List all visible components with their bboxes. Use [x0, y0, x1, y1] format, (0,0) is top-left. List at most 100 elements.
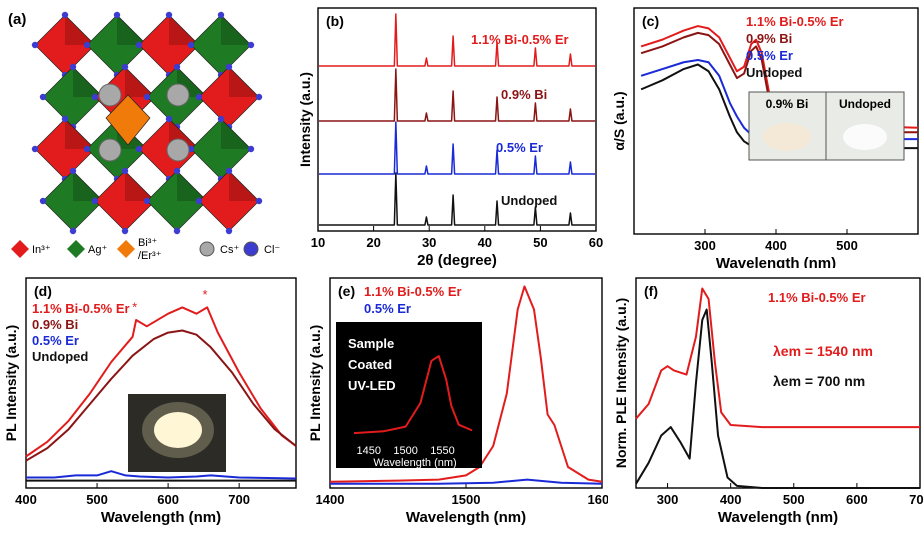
x-axis-label: Wavelength (nm)	[718, 509, 838, 526]
chloride-ion-5-3	[91, 93, 99, 101]
y-axis-label: Intensity (a.u.)	[297, 72, 313, 167]
inset-spectrum	[353, 355, 473, 435]
powder-doped	[763, 123, 811, 151]
cesium-ion-2	[98, 138, 122, 162]
chloride-ion-4-0	[69, 63, 77, 71]
x-tick-label-2: 500	[783, 492, 805, 507]
plot-frame	[25, 277, 297, 489]
nir-series-1	[330, 478, 603, 485]
chloride-ion-12-3	[39, 197, 47, 205]
x-tick-label-3: 600	[846, 492, 868, 507]
x-tick-label-2: 600	[157, 492, 179, 507]
x-tick-label-2: 1600	[588, 492, 608, 507]
series-label-2: 0.5% Er	[496, 140, 543, 155]
chloride-ion-11-1	[247, 145, 255, 153]
legend-swatch-4	[243, 241, 259, 257]
pl-nir-chart: 1400 1500 1600 Wavelength (nm) PL Intensity …	[307, 277, 616, 526]
inset-text-0: Sample	[348, 336, 394, 351]
legend-entry-1: 0.9% Bi	[32, 317, 78, 332]
legend-entry-0: 1.1% Bi-0.5% Er	[364, 284, 462, 299]
legend-entry-2: 0.5% Er	[746, 48, 793, 63]
x-axis-label: 2θ (degree)	[417, 252, 497, 268]
pl-series-2	[26, 470, 297, 480]
inset-text-2: UV-LED	[348, 378, 396, 393]
chloride-ion-0-3	[31, 41, 39, 49]
legend-label-2: Bi³⁺	[138, 237, 157, 249]
chloride-ion-14-3	[143, 197, 151, 205]
chloride-ion-3-1	[247, 41, 255, 49]
x-tick-label-5: 60	[589, 235, 603, 250]
crystal-structure: (a) In³⁺ Ag⁺ Bi³⁺/Er³⁺ Cs⁺ Cl⁻	[8, 11, 280, 262]
panel-a: (a) In³⁺ Ag⁺ Bi³⁺/Er³⁺ Cs⁺ Cl⁻	[0, 0, 300, 268]
panel-tag: (e)	[338, 283, 355, 299]
nir-series-0	[329, 285, 603, 483]
chloride-ion-14-2	[173, 227, 181, 235]
pl-series-0	[25, 306, 297, 458]
xrd-chart: 10 20 30 40 50 60 2θ (degree) Intensity (a.u.) (…	[297, 7, 603, 269]
inset-tick-1: 1500	[393, 445, 417, 457]
legend-swatch-1	[67, 240, 85, 258]
legend-entry-1: λem = 700 nm	[773, 373, 865, 389]
legend-label-3: Cs⁺	[220, 244, 239, 256]
chloride-ion-15-1	[255, 197, 263, 205]
chloride-ion-4-3	[39, 93, 47, 101]
pl-visible-chart: 400 500 600 700 Wavelength (nm) PL Intensity …	[3, 277, 297, 526]
chloride-ion-2-0	[165, 11, 173, 19]
x-tick-label-1: 1500	[452, 492, 481, 507]
x-axis-label: Wavelength (nm)	[101, 509, 221, 526]
chloride-ion-0-0	[61, 11, 69, 19]
legend-entry-3: Undoped	[32, 349, 88, 364]
chloride-ion-8-3	[31, 145, 39, 153]
chloride-ion-2-3	[135, 41, 143, 49]
chloride-ion-10-0	[165, 115, 173, 123]
octahedron-shade-12	[73, 171, 103, 201]
panel-tag: (d)	[34, 283, 52, 299]
xrd-series-3	[319, 172, 595, 226]
chloride-ion-13-0	[121, 167, 129, 175]
chloride-ion-5-0	[121, 63, 129, 71]
x-tick-label-4: 700	[909, 492, 924, 507]
chloride-ion-12-0	[69, 167, 77, 175]
chloride-ion-7-0	[225, 63, 233, 71]
x-axis-label: Wavelength (nm)	[406, 509, 526, 526]
x-tick-label-0: 10	[311, 235, 325, 250]
x-tick-label-3: 700	[228, 492, 250, 507]
cesium-ion-1	[166, 83, 190, 107]
x-tick-label-1: 400	[765, 238, 787, 253]
pl-series-1	[25, 329, 297, 462]
legend-entry-0: 1.1% Bi-0.5% Er	[32, 301, 130, 316]
inset-tick-0: 1450	[357, 445, 381, 457]
octahedron-shade-15	[229, 171, 259, 201]
octahedron-shade-1	[117, 15, 147, 45]
xrd-series-2	[319, 121, 595, 175]
legend-entry-1: 0.9% Bi	[746, 31, 792, 46]
panel-tag: (b)	[326, 13, 344, 29]
legend-label-0: In³⁺	[32, 244, 51, 256]
y-axis-label: α/S (a.u.)	[611, 91, 627, 150]
octahedron-shade-2	[169, 15, 199, 45]
ple-chart: 300 400 500 600 700 Wavelength (nm) Norm. PLE …	[613, 277, 924, 526]
x-tick-label-0: 300	[657, 492, 679, 507]
x-tick-label-0: 1400	[316, 492, 345, 507]
led-halo	[142, 402, 214, 458]
octahedron-shade-4	[73, 67, 103, 97]
cesium-ion-0	[98, 83, 122, 107]
legend-swatch-0	[11, 240, 29, 258]
y-axis-label: PL Intensity (a.u.)	[307, 325, 323, 441]
inset-tick-2: 1550	[430, 445, 454, 457]
chloride-ion-15-0	[225, 167, 233, 175]
series-label-0: 1.1% Bi-0.5% Er	[471, 32, 569, 47]
chloride-ion-1-0	[113, 11, 121, 19]
panel-e: 1400 1500 1600 Wavelength (nm) PL Intensity …	[300, 270, 616, 539]
panel-f: 300 400 500 600 700 Wavelength (nm) Norm. PLE …	[608, 270, 924, 539]
x-tick-label-0: 300	[694, 238, 716, 253]
chloride-ion-1-3	[83, 41, 91, 49]
legend-entry-0: λem = 1540 nm	[773, 343, 873, 359]
chloride-ion-13-3	[91, 197, 99, 205]
panel-tag: (c)	[642, 13, 659, 29]
chloride-ion-12-2	[69, 227, 77, 235]
chloride-ion-15-3	[195, 197, 203, 205]
structure-legend: In³⁺ Ag⁺ Bi³⁺/Er³⁺ Cs⁺ Cl⁻	[11, 237, 280, 262]
octahedron-shade-8	[65, 119, 95, 149]
